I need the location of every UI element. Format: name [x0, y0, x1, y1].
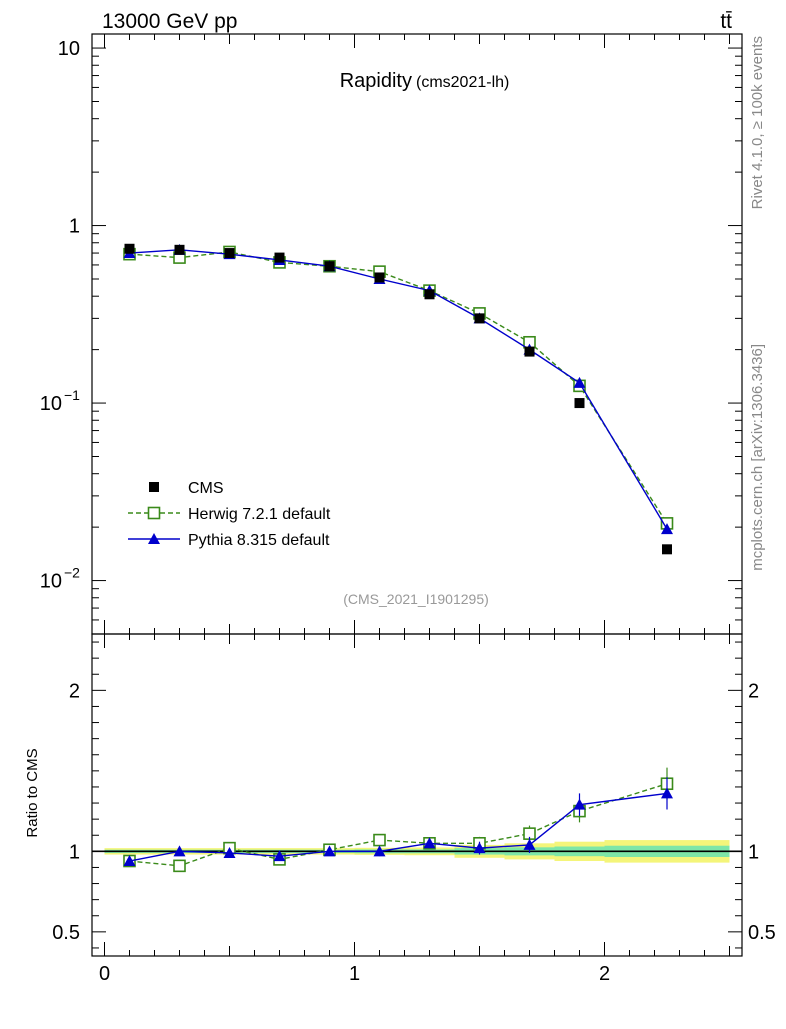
x-tick-label-2: 2	[599, 963, 610, 985]
main-point-cms-6	[424, 289, 435, 300]
main-ytick-label-base: 10	[40, 571, 62, 593]
main-point-cms-0	[124, 243, 135, 254]
legend-label-herwig: Herwig 7.2.1 default	[188, 506, 331, 523]
main-point-cms-1	[174, 244, 185, 255]
main-point-cms-9	[574, 398, 585, 409]
ratio-point-herwig-5	[373, 833, 386, 847]
main-series	[123, 243, 674, 555]
main-ytick-label-exp: −1	[64, 387, 80, 403]
legend: CMS Herwig 7.2.1 default Pythia 8.315 defa…	[128, 480, 331, 549]
legend-label-pythia: Pythia 8.315 default	[188, 532, 330, 549]
ratio-ytick-label-2: 2	[69, 680, 80, 702]
legend-marker-herwig	[147, 506, 161, 520]
legend-marker-pythia	[148, 533, 160, 544]
main-point-cms-7	[474, 313, 485, 324]
ratio-point-pythia-0	[123, 855, 136, 867]
x-tick-label-1: 1	[349, 963, 360, 985]
ratio-point-pythia-4	[323, 845, 336, 857]
ratio-ytick-label-1: 1	[69, 841, 80, 863]
main-point-cms-4	[324, 261, 335, 272]
ratio-ytick-label-right-2: 2	[748, 680, 759, 702]
main-point-cms-10	[662, 544, 672, 555]
ratio-point-pythia-8	[523, 838, 536, 850]
main-ytick-label-base: 10	[40, 393, 62, 415]
ratio-frame	[91, 633, 743, 957]
ratio-ytick-label-right-0.5: 0.5	[748, 922, 776, 944]
ratio-point-pythia-9	[573, 798, 586, 810]
main-point-pythia-9	[573, 376, 586, 388]
ratio-point-pythia-6	[423, 837, 436, 849]
main-point-pythia-10	[661, 523, 673, 535]
ratio-ytick-label-0.5: 0.5	[52, 922, 80, 944]
energy-label: 13000 GeV pp	[102, 10, 237, 33]
legend-marker-cms	[149, 482, 159, 492]
ratio-point-pythia-7	[473, 842, 486, 854]
main-point-cms-2	[224, 248, 235, 259]
main-ytick-label-exp: −2	[64, 565, 80, 581]
x-tick-labels: 0 1 2	[99, 963, 610, 985]
plot-title: Rapidity	[340, 70, 412, 92]
main-point-cms-8	[524, 346, 535, 357]
main-ytick-label-10: 10	[58, 38, 80, 60]
x-tick-label-0: 0	[99, 963, 110, 985]
ratio-series	[123, 767, 674, 873]
ratio-point-pythia-1	[173, 845, 186, 857]
ratio-point-pythia-5	[373, 845, 386, 857]
side-source-label: mcplots.cern.ch [arXiv:1306.3436]	[749, 344, 766, 571]
main-point-cms-5	[374, 272, 385, 283]
ratio-ylabel: Ratio to CMS	[24, 748, 41, 837]
ratio-point-pythia-3	[273, 850, 286, 862]
main-point-cms-3	[274, 252, 285, 263]
main-ytick-label-1: 1	[69, 216, 80, 238]
side-version-label: Rivet 4.1.0, ≥ 100k events	[749, 36, 766, 209]
ratio-point-pythia-2	[223, 846, 236, 858]
ratio-point-herwig-1	[173, 859, 186, 873]
process-label: tt̄	[720, 10, 732, 33]
legend-label-cms: CMS	[188, 480, 224, 497]
plot-subtitle: (cms2021-lh)	[416, 74, 509, 91]
ratio-ytick-label-right-1: 1	[748, 841, 759, 863]
ratio-point-pythia-10	[661, 787, 673, 799]
analysis-label: (CMS_2021_I1901295)	[343, 591, 489, 607]
